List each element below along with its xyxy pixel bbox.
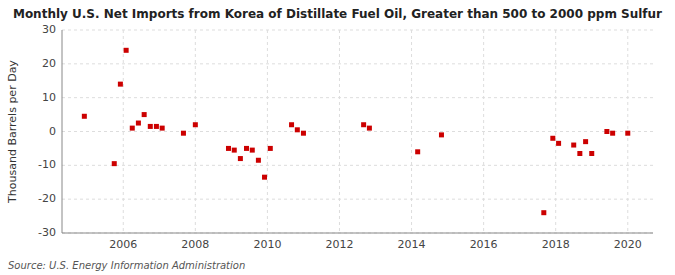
- data-point: [244, 146, 249, 151]
- data-point: [367, 126, 372, 131]
- y-tick-label: 0: [49, 125, 56, 138]
- x-tick-label: 2008: [181, 238, 209, 251]
- data-point: [289, 122, 294, 127]
- data-point: [301, 131, 306, 136]
- points: [82, 48, 630, 215]
- y-grid-line: [62, 63, 653, 64]
- y-tick-label: 10: [42, 91, 56, 104]
- x-grid-line: [123, 30, 124, 233]
- data-point: [256, 158, 261, 163]
- data-point: [142, 112, 147, 117]
- data-point: [232, 148, 237, 153]
- data-point: [160, 126, 165, 131]
- data-point: [610, 131, 615, 136]
- data-point: [604, 129, 609, 134]
- x-grid-line: [483, 30, 484, 233]
- x-tick-label: 2014: [398, 238, 426, 251]
- x-tick-label: 2006: [109, 238, 137, 251]
- data-point: [556, 141, 561, 146]
- x-grid-line: [555, 30, 556, 233]
- data-point: [625, 131, 630, 136]
- data-point: [130, 126, 135, 131]
- y-axis-line: [62, 30, 63, 233]
- data-point: [226, 146, 231, 151]
- data-point: [583, 139, 588, 144]
- y-tick-label: 30: [42, 23, 56, 36]
- x-tick-label: 2018: [542, 238, 570, 251]
- x-tick-label: 2016: [470, 238, 498, 251]
- data-point: [577, 151, 582, 156]
- data-point: [361, 122, 366, 127]
- data-point: [238, 156, 243, 161]
- data-point: [118, 82, 123, 87]
- y-grid-line: [62, 131, 653, 132]
- data-point: [250, 148, 255, 153]
- y-grid-line: [62, 233, 653, 234]
- data-point: [112, 161, 117, 166]
- x-tick-label: 2020: [614, 238, 642, 251]
- tick-labels: -30 -20 -10 0 10 20 30 2006 2008 2010 2012 2014 2016…: [38, 23, 642, 251]
- data-point: [541, 210, 546, 215]
- y-grid-line: [62, 30, 653, 31]
- data-point: [193, 122, 198, 127]
- y-tick-label: -30: [38, 226, 56, 239]
- data-point: [124, 48, 129, 53]
- x-tick-label: 2012: [325, 238, 353, 251]
- y-grid-line: [62, 199, 653, 200]
- x-grid-line: [267, 30, 268, 233]
- y-axis-label: Thousand Barrels per Day: [6, 60, 19, 204]
- x-axis-line: [62, 233, 653, 234]
- data-point: [571, 143, 576, 148]
- x-grid-line: [195, 30, 196, 233]
- data-point: [154, 124, 159, 129]
- y-tick-label: 20: [42, 57, 56, 70]
- data-point: [295, 127, 300, 132]
- chart-svg: -30 -20 -10 0 10 20 30 2006 2008 2010 2012 2014 2016…: [0, 0, 675, 275]
- data-point: [82, 114, 87, 119]
- y-grid-line: [62, 165, 653, 166]
- y-grid-line: [62, 97, 653, 98]
- y-tick-label: -10: [38, 158, 56, 171]
- x-tick-label: 2010: [253, 238, 281, 251]
- data-point: [136, 121, 141, 126]
- data-point: [439, 132, 444, 137]
- data-point: [550, 136, 555, 141]
- grid: [62, 30, 653, 233]
- chart-container: -30 -20 -10 0 10 20 30 2006 2008 2010 2012 2014 2016…: [0, 0, 675, 275]
- y-tick-label: -20: [38, 192, 56, 205]
- data-point: [181, 131, 186, 136]
- data-point: [589, 151, 594, 156]
- data-point: [415, 149, 420, 154]
- data-point: [268, 146, 273, 151]
- chart-title: Monthly U.S. Net Imports from Korea of D…: [13, 7, 662, 21]
- data-point: [262, 175, 267, 180]
- data-point: [148, 124, 153, 129]
- source-note: Source: U.S. Energy Information Administ…: [8, 260, 245, 271]
- x-grid-line: [339, 30, 340, 233]
- x-grid-line: [411, 30, 412, 233]
